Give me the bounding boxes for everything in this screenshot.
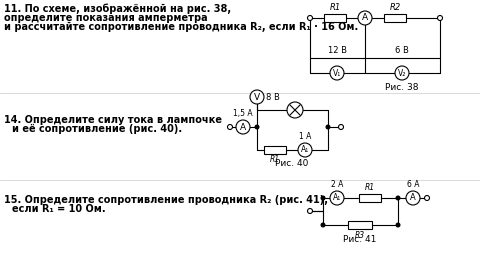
Circle shape: [321, 223, 325, 227]
Circle shape: [255, 125, 259, 129]
Circle shape: [330, 66, 344, 80]
Circle shape: [308, 209, 312, 214]
Circle shape: [326, 125, 330, 129]
Text: если R₁ = 10 Ом.: если R₁ = 10 Ом.: [12, 204, 106, 214]
Text: R3: R3: [355, 231, 365, 240]
Text: 1,5 А: 1,5 А: [233, 109, 253, 118]
Bar: [384, 14, 406, 22]
Circle shape: [395, 66, 409, 80]
Circle shape: [396, 223, 400, 227]
Text: A: A: [410, 193, 416, 202]
Circle shape: [396, 196, 400, 200]
Text: A: A: [362, 14, 368, 23]
Circle shape: [236, 120, 250, 134]
Text: определите показания амперметра: определите показания амперметра: [4, 13, 208, 23]
Text: и её сопротивление (рис. 40).: и её сопротивление (рис. 40).: [12, 124, 182, 134]
Text: A₁: A₁: [333, 193, 341, 202]
Text: Рис. 40: Рис. 40: [276, 160, 309, 169]
Circle shape: [321, 196, 325, 200]
Bar: [264, 146, 286, 154]
Bar: [348, 221, 372, 229]
Text: A₁: A₁: [301, 145, 309, 154]
Text: 2 А: 2 А: [331, 180, 343, 189]
Text: A: A: [240, 122, 246, 131]
Circle shape: [406, 191, 420, 205]
Text: Рис. 41: Рис. 41: [343, 235, 377, 244]
Text: 8 В: 8 В: [266, 92, 280, 101]
Circle shape: [437, 15, 443, 20]
Text: V: V: [254, 92, 260, 101]
Text: R1: R1: [329, 3, 341, 12]
Circle shape: [308, 15, 312, 20]
Text: R2: R2: [389, 3, 401, 12]
Text: Рис. 38: Рис. 38: [385, 83, 419, 92]
Circle shape: [330, 191, 344, 205]
Circle shape: [424, 196, 430, 201]
Text: 11. По схеме, изображённой на рис. 38,: 11. По схеме, изображённой на рис. 38,: [4, 4, 231, 15]
Text: R1: R1: [365, 183, 375, 192]
Text: 6 В: 6 В: [395, 46, 409, 55]
Text: 6 А: 6 А: [407, 180, 419, 189]
Text: и рассчитайте сопротивление проводника R₂, если R₁ · 16 Ом.: и рассчитайте сопротивление проводника R…: [4, 22, 358, 32]
Text: V₁: V₁: [333, 68, 341, 77]
Circle shape: [298, 143, 312, 157]
Circle shape: [228, 125, 232, 130]
Text: 15. Определите сопротивление проводника R₂ (рис. 41),: 15. Определите сопротивление проводника …: [4, 195, 328, 205]
Circle shape: [358, 11, 372, 25]
Text: 12 В: 12 В: [327, 46, 347, 55]
Circle shape: [338, 125, 344, 130]
Bar: [359, 194, 381, 202]
Circle shape: [250, 90, 264, 104]
Circle shape: [287, 102, 303, 118]
Text: V₂: V₂: [398, 68, 406, 77]
Text: 1 А: 1 А: [299, 132, 311, 141]
Text: 14. Определите силу тока в лампочке: 14. Определите силу тока в лампочке: [4, 115, 222, 125]
Bar: [324, 14, 346, 22]
Text: R1: R1: [270, 156, 280, 165]
